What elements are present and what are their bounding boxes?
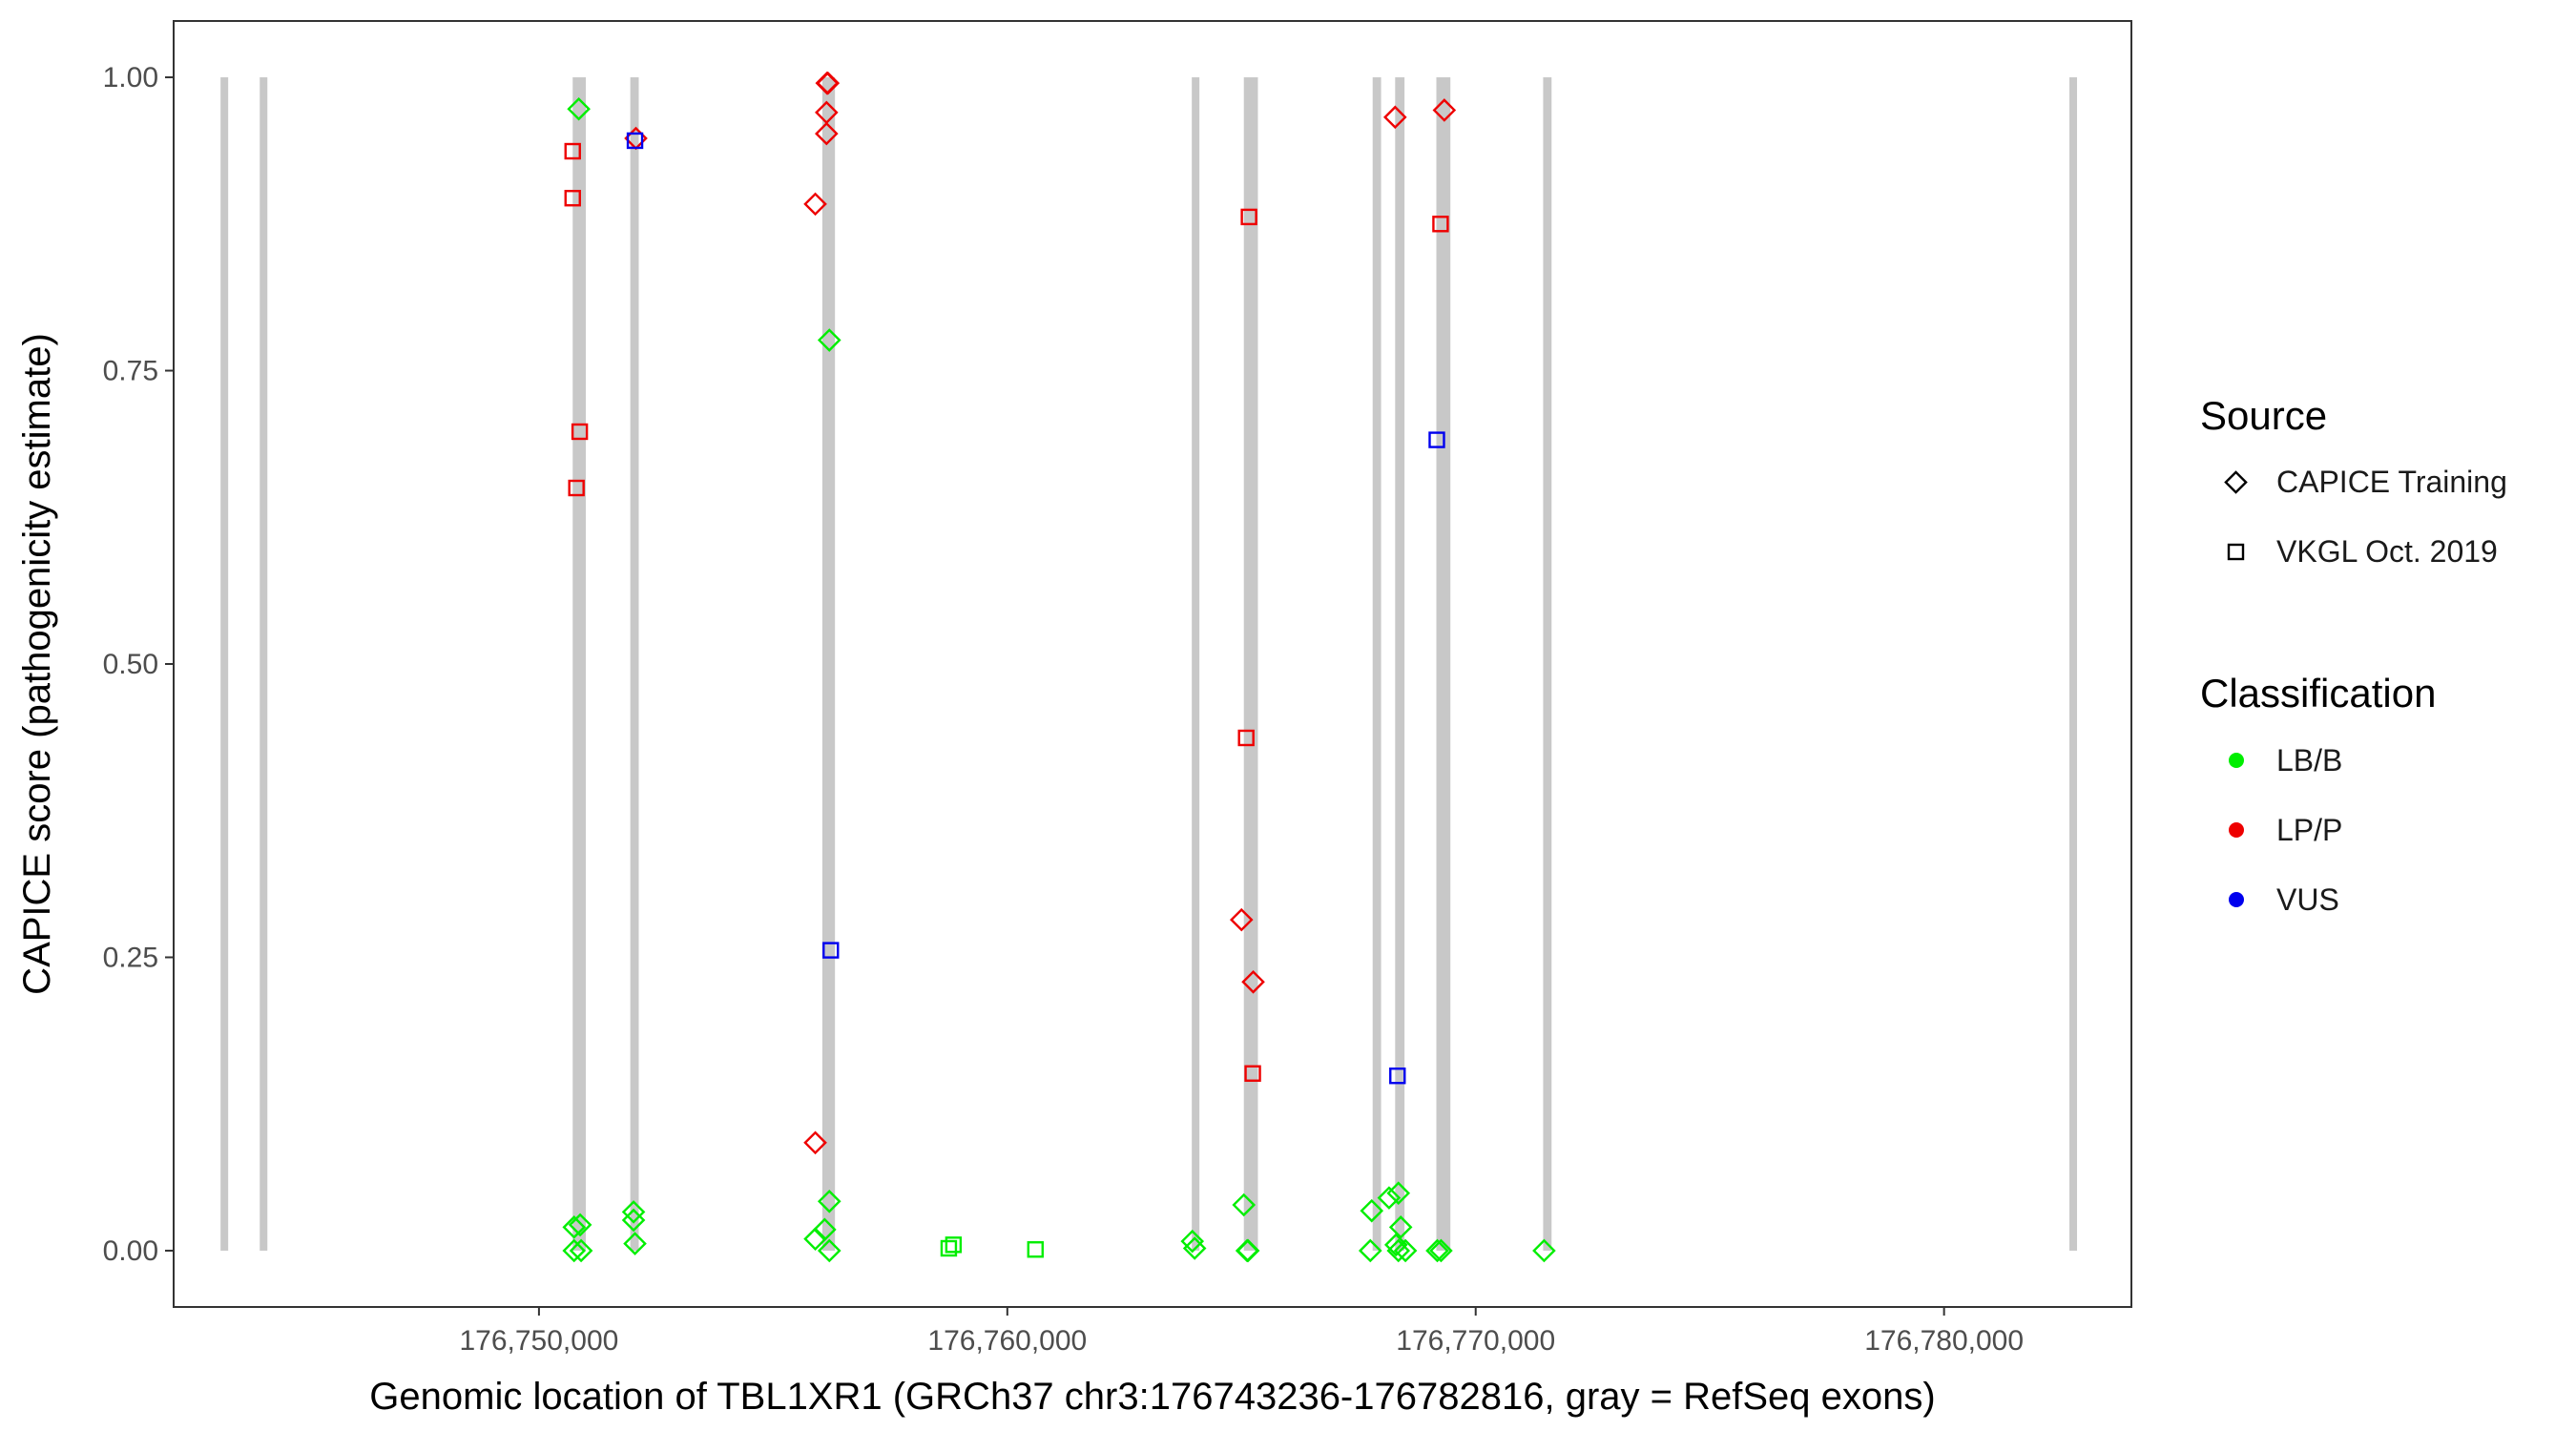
point-vkgl-lpp: [1240, 208, 1257, 226]
point-vkgl-vus: [1389, 1068, 1406, 1085]
legend-key-square: [2227, 543, 2245, 561]
point-capice-lpp: [803, 1130, 827, 1155]
point-capice-lbb: [1358, 1238, 1382, 1263]
legend-key-diamond: [2224, 470, 2248, 494]
x-tick-label: 176,760,000: [927, 1325, 1087, 1357]
legend-label-lpp: LP/P: [2276, 813, 2342, 847]
legend-key-lbb: [2229, 753, 2244, 768]
exon-bar: [220, 77, 229, 1251]
point-capice-lbb: [817, 1190, 841, 1213]
point-vkgl-lbb: [1027, 1241, 1044, 1258]
point-capice-lpp: [815, 121, 839, 146]
point-capice-lbb: [817, 1238, 841, 1263]
exon-bar: [2069, 77, 2078, 1251]
y-axis-title: CAPICE score (pathogenicity estimate): [16, 333, 58, 995]
point-vkgl-lbb: [940, 1239, 958, 1257]
point-capice-lpp: [1432, 98, 1457, 122]
point-capice-lbb: [1377, 1186, 1402, 1210]
point-vkgl-vus: [626, 132, 644, 150]
point-vkgl-vus: [822, 942, 840, 959]
point-capice-lbb: [1360, 1198, 1384, 1223]
point-capice-lbb: [1425, 1238, 1449, 1263]
point-capice-lpp: [1229, 907, 1254, 932]
point-capice-lbb: [562, 1238, 587, 1263]
x-tick-label: 176,770,000: [1396, 1325, 1555, 1357]
point-capice-lbb: [1388, 1215, 1413, 1239]
point-capice-lbb: [1182, 1236, 1207, 1260]
point-vkgl-lpp: [564, 142, 581, 160]
point-capice-lbb: [569, 1238, 593, 1263]
point-capice-lbb: [1393, 1238, 1418, 1263]
point-capice-lbb: [568, 1213, 592, 1237]
exon-bar: [1243, 77, 1258, 1251]
point-vkgl-lpp: [1432, 216, 1449, 233]
point-capice-lbb: [621, 1200, 646, 1224]
point-capice-lbb: [1386, 1238, 1411, 1263]
legend-label-capice-training: CAPICE Training: [2276, 465, 2507, 499]
point-capice-lbb: [817, 328, 841, 352]
plot-panel-border: [173, 20, 2132, 1308]
point-capice-lpp: [803, 192, 827, 217]
point-capice-lbb: [621, 1208, 646, 1233]
exon-bar: [821, 77, 836, 1251]
legend: Source CAPICE Training VKGL Oct. 2019 Cl…: [2200, 393, 2507, 917]
y-tick-label: 0.50: [103, 649, 158, 680]
legend-title-classification: Classification: [2200, 671, 2436, 716]
y-tick-label: 1.00: [103, 62, 158, 93]
point-capice-lpp: [816, 71, 841, 95]
x-tick-label: 176,780,000: [1864, 1325, 2024, 1357]
x-tick-label: 176,750,000: [459, 1325, 618, 1357]
point-capice-lbb: [1383, 1233, 1408, 1257]
y-axis: 0.00 0.25 0.50 0.75 1.00: [103, 62, 174, 1267]
legend-key-lpp: [2229, 822, 2244, 838]
legend-label-lbb: LB/B: [2276, 743, 2342, 778]
point-vkgl-lpp: [571, 423, 589, 441]
y-tick-label: 0.75: [103, 356, 158, 387]
x-axis-title: Genomic location of TBL1XR1 (GRCh37 chr3…: [369, 1376, 1935, 1418]
exon-bar: [1395, 77, 1405, 1251]
point-capice-lbb: [562, 1215, 587, 1239]
point-capice-lpp: [1241, 970, 1265, 994]
legend-key-vus: [2229, 892, 2244, 907]
y-tick-label: 0.25: [103, 942, 158, 973]
exon-bar: [260, 77, 268, 1251]
exon-bar: [1543, 77, 1552, 1251]
point-capice-lpp: [1382, 105, 1407, 130]
point-capice-lbb: [623, 1232, 647, 1255]
exon-bar: [1192, 77, 1200, 1251]
point-capice-lbb: [1386, 1181, 1411, 1206]
point-vkgl-vus: [1428, 431, 1445, 448]
legend-title-source: Source: [2200, 393, 2327, 438]
point-capice-lbb: [1429, 1238, 1453, 1263]
point-capice-lpp: [815, 100, 839, 125]
y-tick-label: 0.00: [103, 1235, 158, 1267]
exon-bar: [1372, 77, 1381, 1251]
legend-label-vus: VUS: [2276, 882, 2339, 917]
legend-label-vkgl: VKGL Oct. 2019: [2276, 534, 2498, 569]
x-axis: 176,750,000 176,760,000 176,770,000 176,780…: [459, 1307, 2024, 1357]
exon-layer: [220, 77, 2078, 1251]
exon-bar: [630, 77, 639, 1251]
point-capice-lbb: [813, 1217, 837, 1242]
exon-bar: [1436, 77, 1451, 1251]
point-capice-lbb: [1236, 1238, 1260, 1263]
point-vkgl-lpp: [564, 190, 581, 207]
point-layer: [562, 71, 1556, 1263]
point-capice-lbb: [1232, 1192, 1257, 1217]
point-vkgl-lpp: [1237, 729, 1255, 747]
exon-bar: [572, 77, 586, 1251]
point-vkgl-lpp: [568, 479, 585, 497]
point-capice-lbb: [1532, 1238, 1556, 1263]
point-capice-lbb: [567, 96, 591, 121]
point-vkgl-lpp: [1244, 1065, 1261, 1082]
point-vkgl-lbb: [945, 1236, 963, 1254]
